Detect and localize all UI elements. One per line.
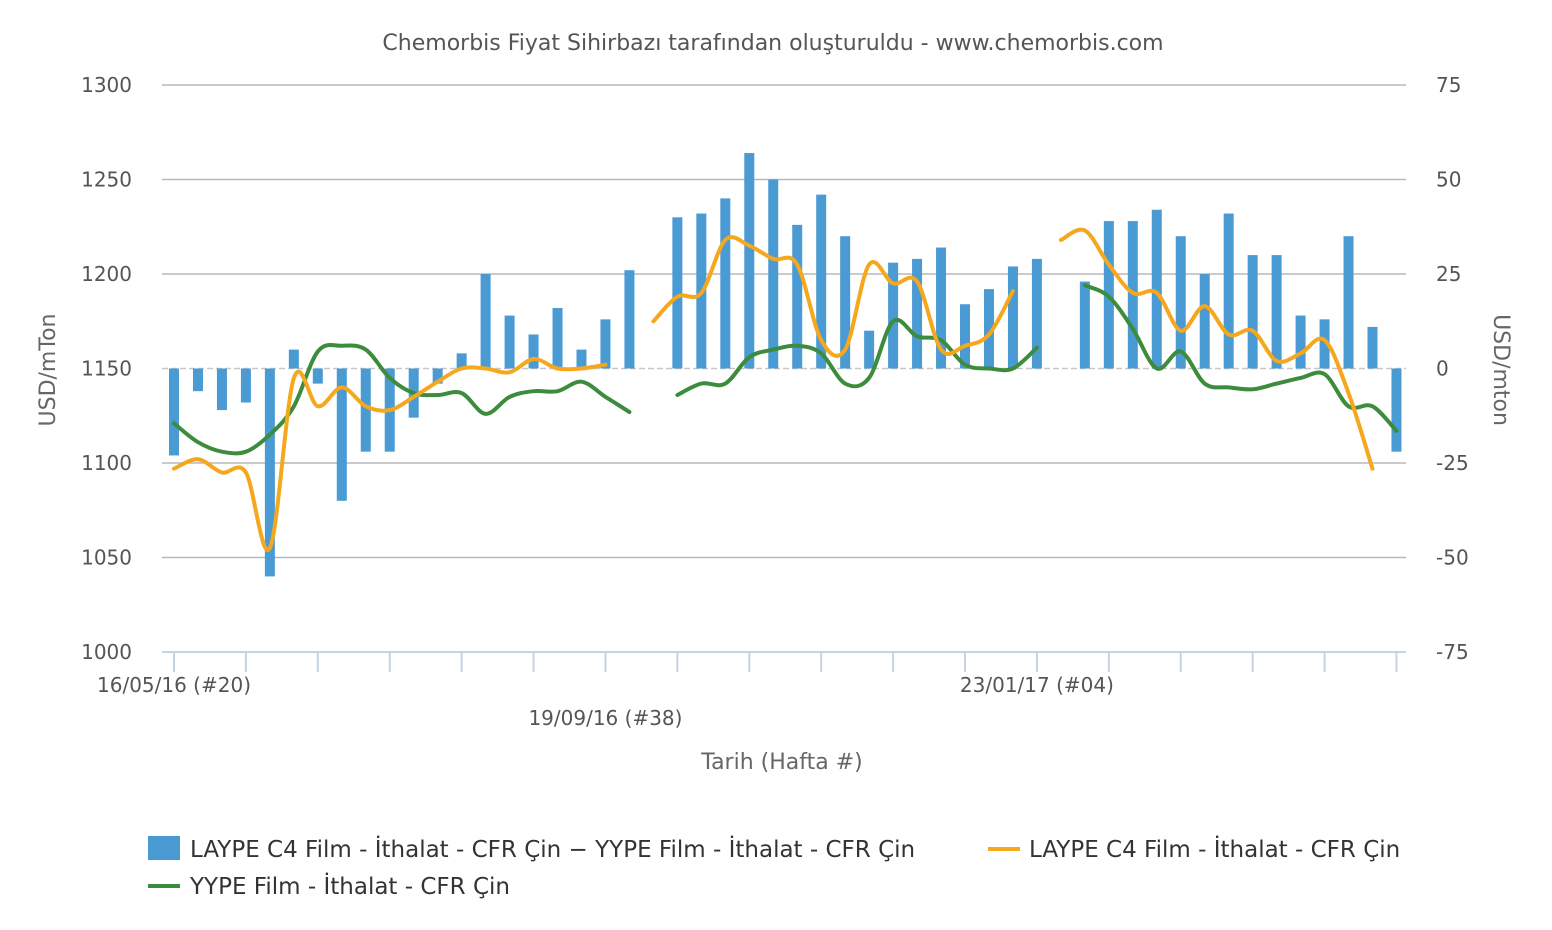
bar (1295, 315, 1306, 369)
bar (312, 368, 323, 384)
bar (1079, 281, 1090, 369)
bar (1031, 258, 1042, 369)
bar (768, 179, 779, 369)
series-line (172, 342, 632, 456)
chart-title: Chemorbis Fiyat Sihirbazı tarafından olu… (382, 31, 1163, 56)
bar (264, 368, 275, 577)
y-axis-right-title: USD/mton (1488, 314, 1513, 426)
bar-series-layer (169, 153, 1402, 577)
bar (1271, 255, 1282, 369)
y-tick-label-right: 75 (1436, 73, 1461, 97)
bar (936, 247, 947, 369)
y-tick-label-left: 1100 (81, 451, 132, 475)
bar (960, 304, 971, 369)
bar (456, 353, 467, 369)
bar (744, 153, 755, 369)
bar (1223, 213, 1234, 369)
y-axis-left-title: USD/mTon (36, 314, 61, 427)
y-tick-label-right: -75 (1436, 640, 1469, 664)
bar (624, 270, 635, 369)
y-tick-label-right: -25 (1436, 451, 1469, 475)
bar (1367, 326, 1378, 369)
series-line (651, 235, 1015, 358)
line-series-layer (172, 227, 1399, 553)
bar (288, 349, 299, 369)
bar (1175, 236, 1186, 369)
bar (1391, 368, 1402, 452)
bar (576, 349, 587, 369)
axis-layer: 1300 75 1250 50 1200 25 1150 0 1100 -25 1050 -50 100… (81, 73, 1469, 730)
y-tick-label-left: 1000 (81, 640, 132, 664)
bar (720, 198, 731, 369)
legend-swatch-difference (148, 836, 180, 860)
bar (1319, 319, 1330, 369)
bar (792, 224, 803, 369)
legend-label-yype: YYPE Film - İthalat - CFR Çin (189, 872, 510, 900)
bar (336, 368, 347, 501)
y-tick-label-left: 1300 (81, 73, 132, 97)
series-line (1058, 227, 1375, 471)
bar (216, 368, 227, 411)
bar (1199, 274, 1210, 369)
bar (1343, 236, 1354, 369)
y-tick-label-right: 25 (1436, 262, 1461, 286)
y-tick-label-left: 1250 (81, 168, 132, 192)
bar (528, 334, 539, 369)
legend-label-laype: LAYPE C4 Film - İthalat - CFR Çin (1029, 835, 1400, 863)
bar (983, 289, 994, 369)
bar (360, 368, 371, 452)
bar (504, 315, 515, 369)
bar (552, 308, 563, 369)
y-tick-label-left: 1050 (81, 546, 132, 570)
bar (480, 274, 491, 369)
bar (912, 258, 923, 369)
bar (672, 217, 683, 369)
x-tick-label: 16/05/16 (#20) (97, 673, 251, 697)
bar (864, 330, 875, 369)
x-tick-label: 23/01/17 (#04) (960, 673, 1114, 697)
bar (240, 368, 251, 403)
legend-label-difference: LAYPE C4 Film - İthalat - CFR Çin − YYPE… (190, 835, 915, 863)
y-tick-label-right: -50 (1436, 546, 1469, 570)
bar (1151, 209, 1162, 369)
series-line (172, 357, 608, 553)
series-line (675, 317, 1039, 397)
y-tick-label-left: 1200 (81, 262, 132, 286)
bar (169, 368, 179, 456)
bar (192, 368, 203, 392)
bar (840, 236, 851, 369)
bar (816, 194, 827, 369)
bar (432, 368, 443, 384)
y-tick-label-right: 50 (1436, 168, 1461, 192)
bar (888, 262, 899, 369)
x-tick-label: 19/09/16 (#38) (528, 706, 682, 730)
bar (600, 319, 611, 369)
legend: LAYPE C4 Film - İthalat - CFR Çin − YYPE… (148, 835, 1400, 900)
bar (1007, 266, 1018, 369)
bar (1247, 255, 1258, 369)
y-tick-label-right: 0 (1436, 357, 1449, 381)
y-tick-label-left: 1150 (81, 357, 132, 381)
x-axis-title: Tarih (Hafta #) (700, 750, 862, 775)
grid-layer (162, 84, 1406, 653)
series-line (1082, 283, 1399, 433)
